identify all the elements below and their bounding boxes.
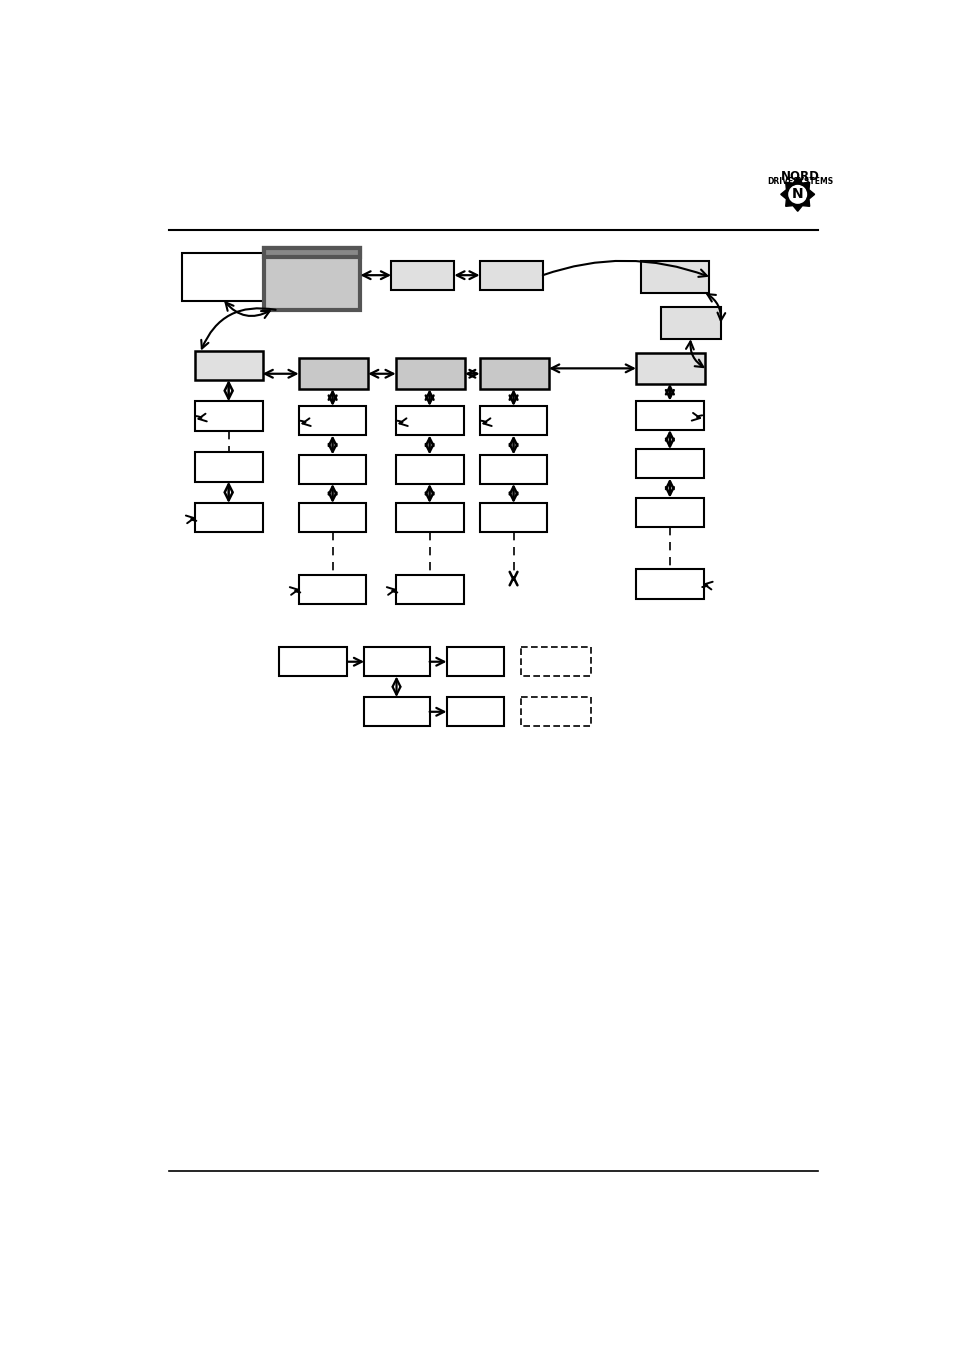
Bar xyxy=(181,252,266,301)
Circle shape xyxy=(788,185,805,202)
Bar xyxy=(446,647,504,676)
Bar xyxy=(264,248,360,310)
Bar xyxy=(395,504,463,532)
Text: N: N xyxy=(791,188,802,201)
Bar xyxy=(395,406,463,435)
Bar xyxy=(194,452,262,482)
Bar xyxy=(479,358,548,389)
Bar xyxy=(298,575,366,603)
Bar xyxy=(279,647,347,676)
Bar xyxy=(298,504,366,532)
Text: NORD: NORD xyxy=(781,170,820,182)
Bar xyxy=(264,248,360,258)
Bar xyxy=(364,697,429,726)
Bar xyxy=(395,358,464,389)
Bar xyxy=(391,261,454,290)
Bar xyxy=(194,401,262,431)
Bar xyxy=(479,504,547,532)
Bar xyxy=(298,406,366,435)
Text: DRIVESYSTEMS: DRIVESYSTEMS xyxy=(767,177,833,186)
Bar xyxy=(636,352,704,383)
Bar xyxy=(194,504,262,532)
Polygon shape xyxy=(780,177,814,212)
Bar xyxy=(395,455,463,483)
Bar xyxy=(659,306,720,339)
Bar xyxy=(446,697,504,726)
Bar xyxy=(636,570,703,598)
Bar xyxy=(636,401,703,429)
Bar xyxy=(520,697,590,726)
Bar xyxy=(194,351,262,379)
Bar xyxy=(395,575,463,603)
Bar xyxy=(479,455,547,483)
Bar xyxy=(298,358,368,389)
Bar xyxy=(636,498,703,526)
Bar xyxy=(479,261,542,290)
Bar xyxy=(298,455,366,483)
Bar xyxy=(636,450,703,478)
Bar xyxy=(520,647,590,676)
Bar xyxy=(640,261,708,293)
Bar xyxy=(364,647,429,676)
Bar xyxy=(479,406,547,435)
